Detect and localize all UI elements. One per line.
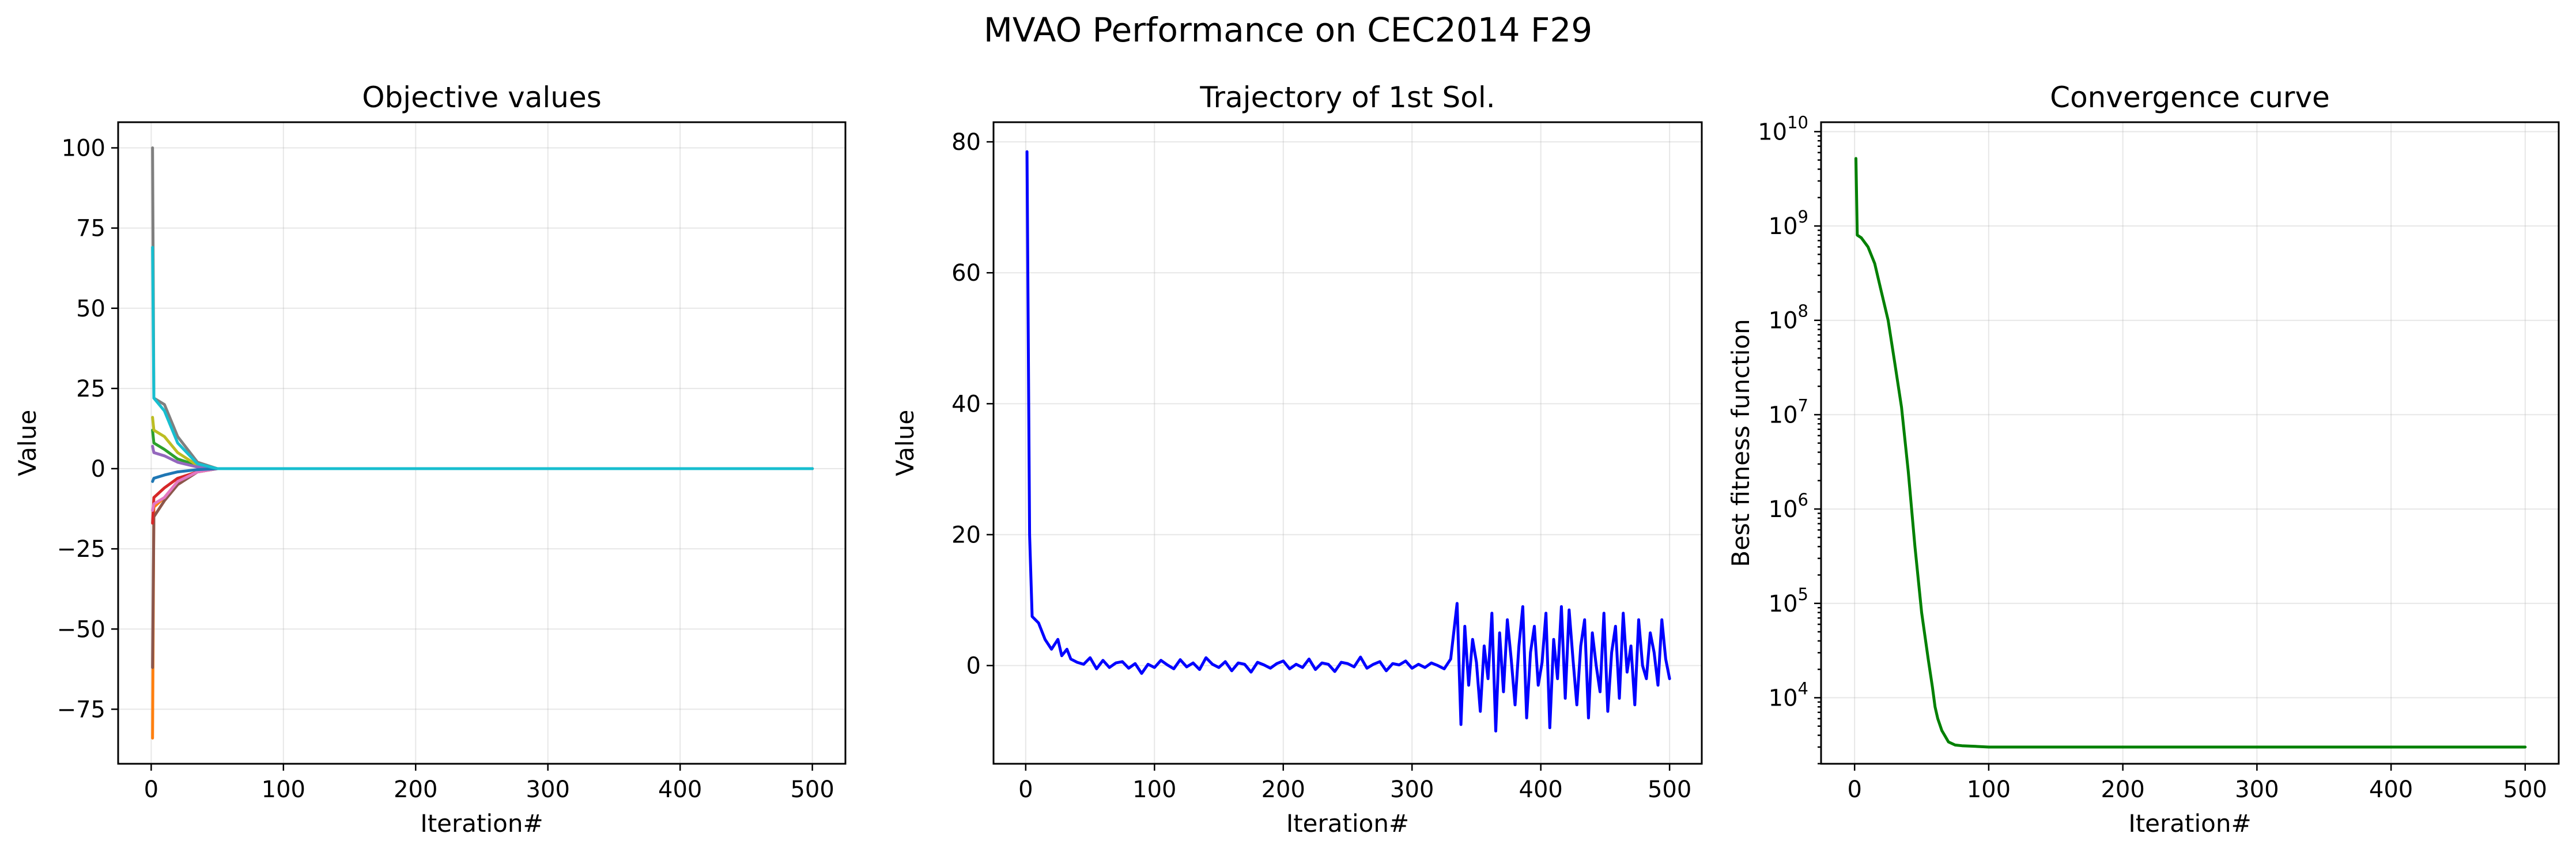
y-tick-label: 108 (1769, 301, 1808, 334)
y-tick-label: 105 (1769, 585, 1808, 617)
y-tick-label: −25 (57, 536, 105, 563)
figure-title: MVAO Performance on CEC2014 F29 (984, 10, 1592, 50)
series-group (1854, 157, 2527, 749)
y-tick-label: 50 (76, 296, 105, 322)
x-axis-label: Iteration# (420, 809, 543, 838)
x-tick-label: 0 (1847, 776, 1861, 803)
series-line-1 (1025, 150, 1671, 733)
y-tick-label: 80 (951, 129, 981, 156)
series-line-7 (151, 416, 814, 470)
y-tick-label: 20 (951, 522, 981, 549)
series-line-2 (151, 467, 814, 740)
x-tick-label: 0 (1018, 776, 1033, 803)
x-tick-label: 400 (1519, 776, 1563, 803)
x-tick-label: 100 (1132, 776, 1176, 803)
series-line-9 (151, 467, 814, 483)
subplot-title: Trajectory of 1st Sol. (1199, 81, 1495, 114)
series-group (1025, 150, 1671, 733)
series-group (151, 146, 814, 740)
axes-frame (992, 121, 1703, 765)
subplot-title: Objective values (362, 81, 602, 114)
x-tick-label: 500 (2503, 776, 2547, 803)
subplots: 0 100 200 300 400 500−75−50−250255075100Objec… (13, 81, 2560, 838)
y-tick-label: 100 (62, 135, 105, 162)
y-tick-label: 75 (76, 216, 105, 242)
y-axis-label: Value (13, 410, 41, 476)
subplot-2: 0 100 200 300 400 500 0 20 40 60 80 Trajectory of 1… (891, 81, 1703, 838)
x-tick-label: 200 (394, 776, 437, 803)
y-tick-label: 60 (951, 260, 981, 286)
x-tick-label: 100 (262, 776, 305, 803)
y-axis-label: Value (891, 410, 919, 476)
y-tick-label: 25 (76, 376, 105, 402)
y-tick-label: 107 (1769, 395, 1808, 428)
y-tick-label: 40 (951, 391, 981, 417)
x-tick-label: 400 (658, 776, 702, 803)
series-line-1 (1854, 157, 2527, 749)
x-tick-label: 200 (1261, 776, 1305, 803)
subplot-3: 0 100 200 300 400 500 104 105 106 107 108 109 1010 Co… (1727, 81, 2560, 838)
x-tick-label: 300 (2235, 776, 2279, 803)
x-tick-label: 0 (144, 776, 158, 803)
y-tick-label: −50 (57, 616, 105, 643)
x-axis-label: Iteration# (1286, 809, 1409, 838)
x-tick-label: 500 (1648, 776, 1691, 803)
axes-frame (117, 121, 847, 765)
x-tick-label: 100 (1967, 776, 2011, 803)
subplot-title: Convergence curve (2050, 81, 2330, 114)
x-tick-label: 200 (2101, 776, 2144, 803)
series-line-3 (151, 467, 814, 669)
axes-frame (1820, 121, 2560, 765)
series-line-10 (151, 246, 814, 470)
x-axis-label: Iteration# (2128, 809, 2251, 838)
y-tick-label: −75 (57, 696, 105, 723)
x-tick-label: 500 (790, 776, 834, 803)
y-tick-label: 109 (1769, 207, 1808, 240)
y-tick-label: 106 (1769, 490, 1808, 523)
x-tick-label: 300 (526, 776, 570, 803)
x-tick-label: 300 (1390, 776, 1434, 803)
y-tick-label: 104 (1769, 678, 1808, 711)
y-tick-label: 0 (91, 456, 105, 482)
series-line-5 (151, 467, 814, 512)
series-line-6 (151, 428, 814, 470)
subplot-1: 0 100 200 300 400 500 −75 −50 −25 0 25 50 75 100 Objec… (13, 81, 847, 838)
series-line-8 (151, 444, 814, 470)
x-tick-label: 400 (2369, 776, 2413, 803)
series-line-4 (151, 467, 814, 525)
y-tick-label: 0 (966, 653, 981, 680)
y-tick-label: 1010 (1758, 112, 1808, 145)
y-axis-label: Best fitness function (1727, 319, 1755, 567)
